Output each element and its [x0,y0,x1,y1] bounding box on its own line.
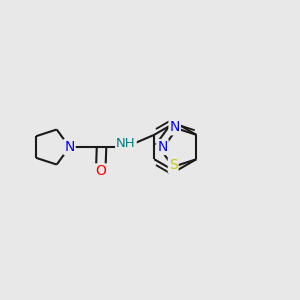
Text: N: N [169,120,180,134]
Text: N: N [64,140,75,154]
Text: O: O [95,164,106,178]
Text: S: S [169,158,178,172]
Text: N: N [157,140,168,154]
Text: NH: NH [116,137,136,150]
